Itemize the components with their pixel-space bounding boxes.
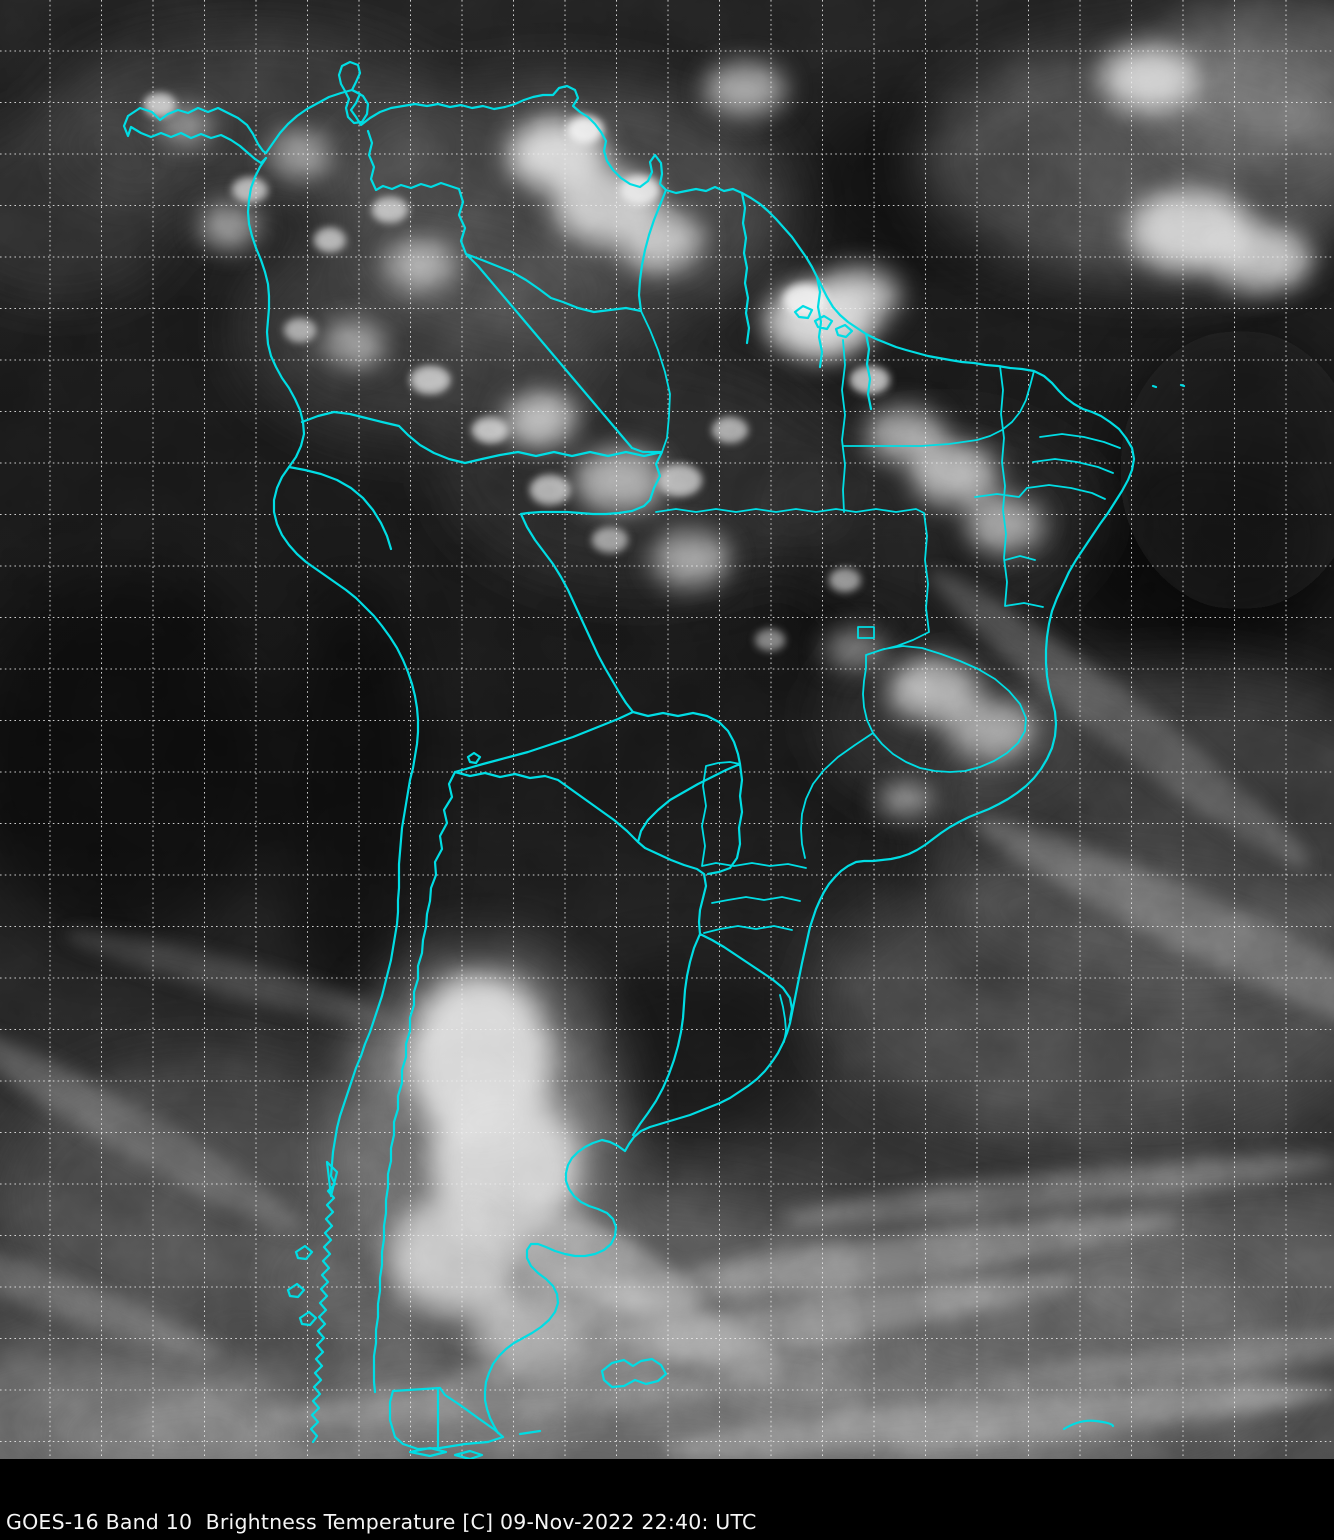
country-borders — [287, 129, 873, 1137]
brazil-state-borders — [640, 310, 1121, 1043]
tierra-del-fuego-and-islands — [286, 1160, 542, 1459]
caption-text: GOES-16 Band 10 Brightness Temperature [… — [6, 1510, 757, 1534]
small-islands — [1062, 383, 1186, 1431]
cloud-texture-noise — [0, 0, 1334, 1459]
map-borders — [122, 60, 1186, 1459]
lake-maracaibo-outline — [337, 60, 370, 125]
central-america-coastline — [122, 106, 268, 165]
andes-chile-argentina-border — [372, 770, 457, 1394]
caption-bar: GOES-16 Band 10 Brightness Temperature [… — [0, 1459, 1334, 1540]
latlon-grid — [0, 0, 1334, 1459]
south-america-coastline — [264, 84, 1136, 1435]
satellite-map — [0, 0, 1334, 1459]
falkland-islands-outline — [600, 1357, 668, 1389]
pacific-coastline — [246, 156, 420, 1444]
